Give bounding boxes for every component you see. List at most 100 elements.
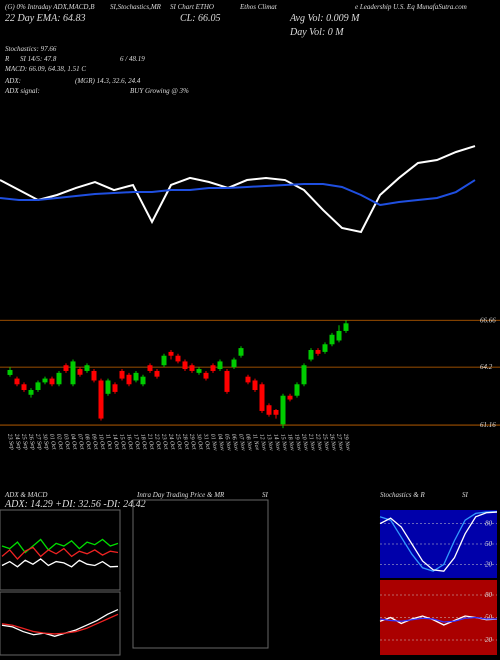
candle-body xyxy=(322,344,328,352)
x-tick-label: 31 Oct xyxy=(202,432,211,450)
title-part: e Leadership U.S. Eq MunafaSutra.com xyxy=(355,3,467,11)
series-line xyxy=(379,616,498,623)
rsi: SI 14/5: 47.8 xyxy=(20,55,57,63)
panel-title: Stochastics & R xyxy=(380,491,425,499)
candle-body xyxy=(266,405,272,415)
x-tick-label: 20 Nov xyxy=(300,433,309,451)
candle-body xyxy=(238,348,244,356)
x-tick-label: 25 Sep xyxy=(20,433,29,450)
x-tick-label: 22 Oct xyxy=(153,433,162,450)
candle-body xyxy=(49,378,55,385)
x-tick-label: 05 Nov xyxy=(223,433,232,451)
candle-body xyxy=(14,378,20,385)
candle-body xyxy=(301,365,307,385)
x-tick-label: 06 Nov xyxy=(230,433,239,451)
y-tick-label: 66.66 xyxy=(480,316,496,324)
candle-body xyxy=(119,370,125,379)
series-line xyxy=(1,608,119,637)
title-part: SI,Stochastics,MR xyxy=(110,3,162,11)
series-line xyxy=(1,538,119,554)
y-tick-label: 20 xyxy=(485,560,493,568)
rsi: R xyxy=(4,55,10,63)
candle-body xyxy=(56,372,62,385)
candle-body xyxy=(42,378,48,383)
candle-body xyxy=(224,370,230,392)
candle-body xyxy=(203,372,209,379)
x-tick-label: 30 Sep xyxy=(41,432,50,450)
candle-body xyxy=(343,323,349,331)
x-tick-label: 21 Oct xyxy=(146,433,155,450)
candle-body xyxy=(245,376,251,383)
candle-body xyxy=(161,355,167,366)
x-tick-label: 04 Oct xyxy=(69,433,79,450)
y-tick-label: 61.16 xyxy=(480,421,496,429)
x-tick-label: 04 Nov xyxy=(216,433,226,451)
macd-panel xyxy=(0,591,121,656)
x-tick-label: 23 Oct xyxy=(160,433,169,450)
title-part: SI Chart ETHO xyxy=(170,3,214,11)
candle-body xyxy=(336,330,342,341)
x-tick-label: 17 Oct xyxy=(132,433,141,450)
y-tick-label: 50 xyxy=(485,540,493,548)
candle-body xyxy=(294,384,300,396)
x-tick-label: 08 Nov xyxy=(244,433,253,451)
series-line xyxy=(1,558,119,568)
candle-body xyxy=(308,350,314,360)
candle-body xyxy=(140,376,146,385)
x-tick-label: 21 Nov xyxy=(307,433,316,451)
panel-title: ADX & MACD xyxy=(4,491,47,499)
candle-body xyxy=(28,390,34,395)
candle-body xyxy=(21,384,27,390)
x-tick-label: 25 Nov xyxy=(321,433,330,451)
candle-body xyxy=(126,374,132,385)
x-tick-label: 29 Oct xyxy=(188,433,197,450)
x-tick-label: 14 Oct xyxy=(111,433,121,450)
candle-body xyxy=(189,365,195,371)
x-tick-label: 16 Oct xyxy=(125,433,134,450)
x-tick-label: 27 Nov xyxy=(335,433,344,451)
adx-panel xyxy=(0,509,121,591)
x-tick-label: 12 Nov xyxy=(258,433,267,451)
candle-body xyxy=(259,384,265,411)
x-tick-label: 03 Oct xyxy=(62,433,71,450)
x-tick-label: 22 Nov xyxy=(314,433,323,451)
rsi: 6 / 48.19 xyxy=(120,55,145,63)
candle-body xyxy=(77,369,83,375)
close: CL: 66.05 xyxy=(180,13,221,24)
adx: ADX: xyxy=(4,77,21,85)
macd: MACD: 66.09, 64.38, 1.51 C xyxy=(4,65,86,73)
title-part: (G) 0% Intraday ADX,MACD,B xyxy=(5,3,95,11)
candle-body xyxy=(147,365,153,371)
candle-body xyxy=(273,410,279,415)
y-tick-label: 80 xyxy=(485,520,493,528)
x-tick-label: 30 Oct xyxy=(195,432,204,450)
candle-body xyxy=(175,355,181,362)
candle-body xyxy=(210,365,216,371)
candle-body xyxy=(287,395,293,400)
candle-body xyxy=(196,369,202,373)
x-tick-label: 01 Oct xyxy=(48,433,57,450)
candle-body xyxy=(217,361,223,370)
adx: (MGR) 14.3, 32.6, 24.4 xyxy=(75,77,141,85)
x-tick-label: 18 Nov xyxy=(286,433,295,451)
adx-signal: ADX signal: xyxy=(4,87,40,95)
candle-body xyxy=(35,382,41,390)
x-tick-label: 18 Oct xyxy=(139,433,148,450)
x-tick-label: 23 Sep xyxy=(6,433,15,450)
x-tick-label: 11 Oct xyxy=(104,433,113,450)
candle-body xyxy=(63,365,69,371)
y-tick-label: 80 xyxy=(485,591,493,599)
candle-body xyxy=(98,380,104,419)
stochastics: Stochastics: 97.66 xyxy=(5,45,57,53)
y-tick-label: 20 xyxy=(485,636,493,644)
series-line xyxy=(1,613,119,635)
x-tick-label: 08 Oct xyxy=(83,433,92,450)
x-tick-label: 26 Sep xyxy=(27,433,36,450)
series-line xyxy=(0,145,476,234)
series-line xyxy=(379,510,498,572)
candle-body xyxy=(7,370,13,375)
candle-body xyxy=(182,361,188,370)
x-tick-label: 19 Nov xyxy=(293,433,302,451)
candle-body xyxy=(168,351,174,356)
candle-body xyxy=(70,361,76,385)
